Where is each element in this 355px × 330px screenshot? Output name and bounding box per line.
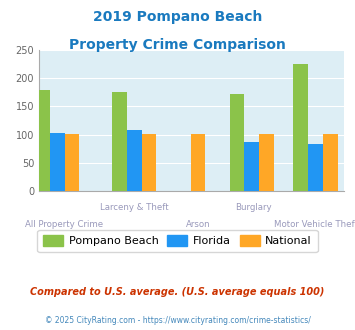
Bar [65,134,79,191]
Bar [35,90,50,191]
Text: Larceny & Theft: Larceny & Theft [100,203,169,212]
Bar [230,94,244,191]
Bar [112,92,127,191]
Bar [323,134,338,191]
Bar [191,134,206,191]
Text: Burglary: Burglary [235,203,272,212]
Bar [142,134,157,191]
Text: All Property Crime: All Property Crime [26,220,104,229]
Bar [308,144,323,191]
Text: Arson: Arson [186,220,211,229]
Bar [244,142,259,191]
Text: 2019 Pompano Beach: 2019 Pompano Beach [93,10,262,24]
Bar [50,133,65,191]
Text: Motor Vehicle Theft: Motor Vehicle Theft [274,220,355,229]
Text: Property Crime Comparison: Property Crime Comparison [69,38,286,52]
Bar [293,64,308,191]
Bar [259,134,274,191]
Bar [127,130,142,191]
Legend: Pompano Beach, Florida, National: Pompano Beach, Florida, National [38,230,317,252]
Text: Compared to U.S. average. (U.S. average equals 100): Compared to U.S. average. (U.S. average … [30,287,325,297]
Text: © 2025 CityRating.com - https://www.cityrating.com/crime-statistics/: © 2025 CityRating.com - https://www.city… [45,316,310,325]
